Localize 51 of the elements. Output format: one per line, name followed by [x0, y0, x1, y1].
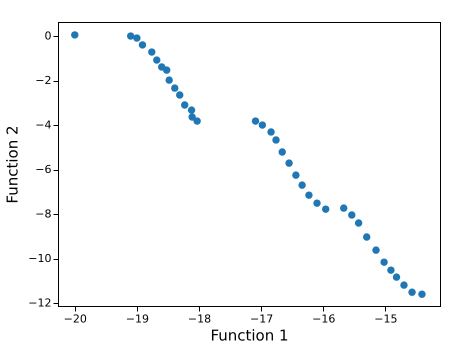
point — [278, 148, 286, 156]
point — [181, 101, 188, 109]
point — [340, 204, 348, 212]
x-tick-label: −18 — [188, 312, 212, 326]
y-tick-label: −2 — [35, 74, 52, 88]
point — [267, 128, 275, 136]
point — [126, 32, 134, 40]
point — [272, 136, 280, 144]
point — [387, 266, 395, 274]
point — [258, 121, 266, 129]
point — [408, 288, 416, 296]
point — [148, 48, 156, 56]
point — [322, 205, 330, 213]
point — [71, 31, 78, 39]
point — [188, 113, 196, 121]
x-axis-title: Function 1 — [210, 326, 289, 344]
point — [372, 246, 380, 254]
y-tick-label: −4 — [35, 118, 52, 132]
point — [418, 290, 426, 298]
point — [252, 117, 260, 125]
y-tick-label: −12 — [28, 296, 52, 310]
point — [348, 211, 356, 219]
point — [188, 106, 196, 114]
point — [138, 41, 146, 49]
point — [305, 191, 313, 199]
point — [193, 117, 201, 125]
point — [165, 76, 173, 84]
x-tick-label: −16 — [312, 312, 336, 326]
point — [285, 159, 293, 167]
point — [400, 281, 408, 289]
point — [363, 233, 370, 241]
x-tick-label: −19 — [126, 312, 149, 326]
y-axis-title: Function 2 — [3, 125, 22, 204]
point — [354, 219, 362, 227]
point — [298, 181, 306, 189]
point — [380, 258, 388, 266]
point — [313, 199, 321, 207]
point — [176, 91, 184, 99]
point — [292, 171, 300, 179]
y-tick-label: −6 — [35, 163, 52, 176]
point — [162, 66, 170, 74]
y-tick-label: 0 — [44, 30, 52, 43]
x-tick-label: −20 — [64, 312, 87, 326]
point — [153, 56, 160, 64]
point — [392, 273, 400, 281]
y-tick-label: −10 — [28, 252, 52, 266]
y-tick-label: −8 — [35, 208, 52, 221]
point — [171, 84, 178, 92]
x-tick-label: −17 — [250, 312, 274, 326]
x-tick-label: −15 — [374, 312, 398, 326]
point — [133, 34, 141, 42]
